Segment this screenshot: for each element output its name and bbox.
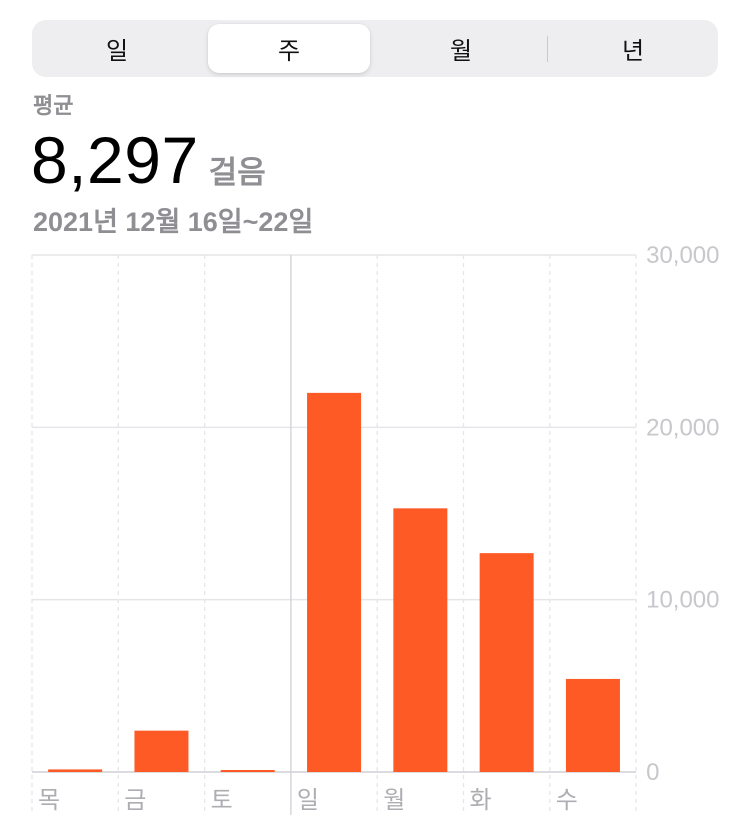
average-value: 8,297 걸음 [31,122,266,198]
x-category-label: 금 [124,787,146,814]
x-category-label: 토 [211,787,233,814]
date-range: 2021년 12월 16일~22일 [33,207,314,237]
x-category-label: 화 [470,787,492,814]
segment-week[interactable]: 주 [208,24,370,73]
y-tick-label: 0 [646,759,659,786]
segment-day[interactable]: 일 [105,38,129,65]
bar [134,730,189,772]
average-label: 평균 [33,93,74,118]
bar [565,678,620,772]
period-segmented-control: 일 주 월 년 [32,20,718,77]
bar [48,769,103,772]
y-tick-label: 20,000 [646,414,719,441]
x-category-label: 수 [556,787,578,814]
bar [393,508,448,772]
x-category-label: 목 [38,787,60,814]
x-category-label: 월 [383,787,405,814]
bar [220,770,275,772]
steps-bar-chart: 0 10,000 20,000 30,000 목 금 토 일 월 화 수 [31,242,720,815]
bar [307,392,362,772]
bar [479,553,534,772]
segment-year[interactable]: 년 [621,38,645,65]
segment-divider [547,36,548,62]
segment-month[interactable]: 월 [449,38,473,65]
y-tick-label: 30,000 [646,242,719,269]
x-category-label: 일 [297,787,319,814]
y-tick-label: 10,000 [646,587,719,614]
average-number: 8,297 [31,123,199,197]
average-unit: 걸음 [208,155,266,190]
